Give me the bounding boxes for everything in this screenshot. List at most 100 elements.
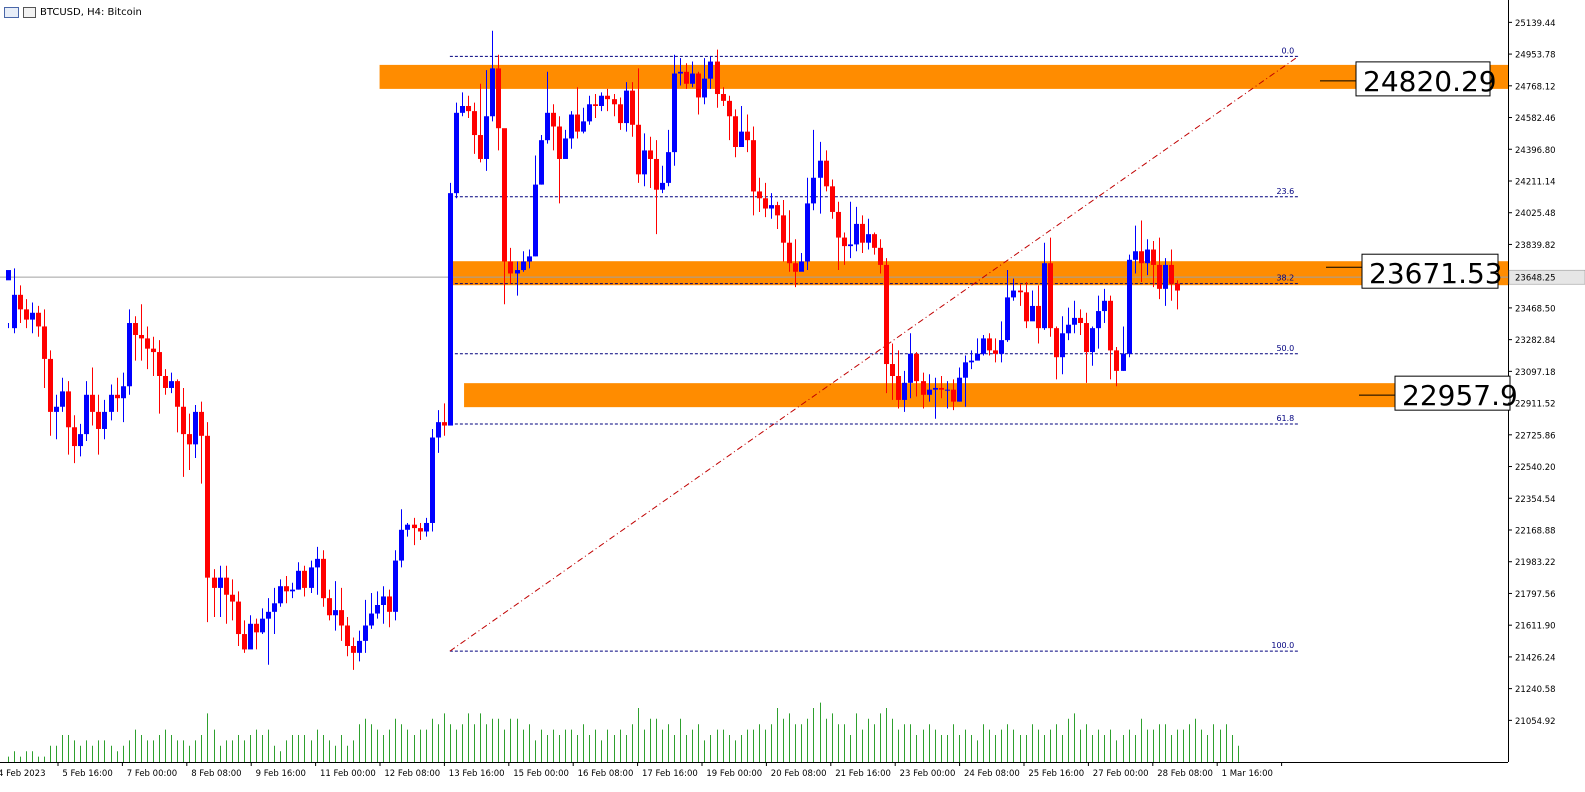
candle-bullish [272,587,277,635]
candle-body [842,237,847,247]
candle-bearish [836,201,841,271]
candle-body [587,104,592,122]
candle-body [1102,300,1107,312]
zone-price-label: 24820.29 [1363,65,1497,98]
candle-body [1024,292,1029,322]
candle-bullish [569,111,574,149]
candle-body [90,394,95,412]
candle-bullish [539,135,544,185]
candle-bearish [478,83,483,163]
chart-properties-icon[interactable] [23,6,36,18]
candle-body [884,264,889,365]
price-tick-label: 24396.80 [1515,146,1556,156]
candle-body [854,223,859,245]
candle-bullish [424,517,429,537]
candle-body [1151,249,1156,265]
candle-bullish [1133,225,1138,274]
time-tick-label: 4 Feb 2023 [0,769,46,779]
price-tick-label: 22354.54 [1515,495,1556,505]
fib-level-label: 23.6 [1276,187,1294,196]
candle-body [818,160,823,178]
candle-bullish [12,268,17,334]
candle-body [890,364,895,376]
candle-body [430,437,435,523]
candle-bearish [648,136,653,189]
candle-bearish [951,379,956,411]
candle-bearish [90,367,95,426]
candle-body [769,205,774,209]
candle-bearish [793,239,798,288]
candle-body [502,128,507,262]
candle-body [84,394,89,435]
candle-bullish [60,377,65,412]
candle-bearish [914,352,919,397]
candle-bullish [945,381,950,409]
candle-bullish [642,133,647,187]
candle-body [278,586,283,604]
candle-body [96,411,101,429]
candle-body [399,529,404,561]
price-tick-label: 24768.12 [1515,82,1556,92]
candle-body [466,105,471,112]
candle-body [12,294,17,329]
time-tick-label: 19 Feb 00:00 [706,769,762,779]
candle-body [696,73,701,98]
candle-body [872,234,877,248]
candle-body [1121,353,1126,371]
candle-bearish [418,522,423,541]
candle-bearish [1169,249,1174,301]
candle-bearish [993,338,998,363]
candle-body [460,105,465,113]
candle-body [672,73,677,153]
candle-bearish [224,565,229,624]
time-tick-label: 13 Feb 16:00 [449,769,505,779]
candle-body [908,353,913,383]
candle-bearish [175,379,180,433]
candle-bearish [133,316,138,361]
time-tick-label: 17 Feb 16:00 [642,769,698,779]
candle-body [811,177,816,204]
candle-bearish [1139,220,1144,283]
candle-bullish [266,598,271,665]
candle-body [369,613,374,626]
candle-bearish [115,377,120,412]
candle-bearish [339,587,344,641]
candle-bearish [1151,240,1156,288]
fib-level-label: 0.0 [1282,46,1295,55]
candle-bearish [42,309,47,388]
candle-bearish [781,199,786,262]
candle-body [684,71,689,84]
candle-body [1036,305,1041,329]
candle-body [484,116,489,159]
candle-bullish [121,372,126,423]
candle-body [109,394,114,412]
candle-body [1005,297,1010,341]
candle-bullish [436,410,441,453]
candle-body [981,338,986,354]
candle-body [914,353,919,382]
candle-body [569,114,574,139]
candle-body [375,604,380,614]
candle-bullish [1121,326,1126,371]
candle-bearish [775,201,780,230]
time-tick-label: 1 Mar 16:00 [1222,769,1273,779]
candle-body [339,610,344,626]
candle-bullish [6,270,11,329]
candle-bullish [599,92,604,112]
candle-bearish [745,114,750,153]
candle-bearish [618,97,623,130]
candle-bearish [830,179,835,219]
callout-box [1355,61,1491,97]
candle-bullish [375,591,380,619]
chart-window-icon[interactable] [4,6,19,18]
zone-price-label: 23671.53 [1369,257,1503,290]
candle-body [751,140,756,192]
candle-bearish [72,415,77,464]
candle-body [102,411,107,429]
price-tick-label: 21983.22 [1515,558,1556,568]
candle-body [1108,300,1113,351]
candle-body [963,362,968,378]
zone-band [379,64,1509,89]
candle-body [272,603,277,612]
